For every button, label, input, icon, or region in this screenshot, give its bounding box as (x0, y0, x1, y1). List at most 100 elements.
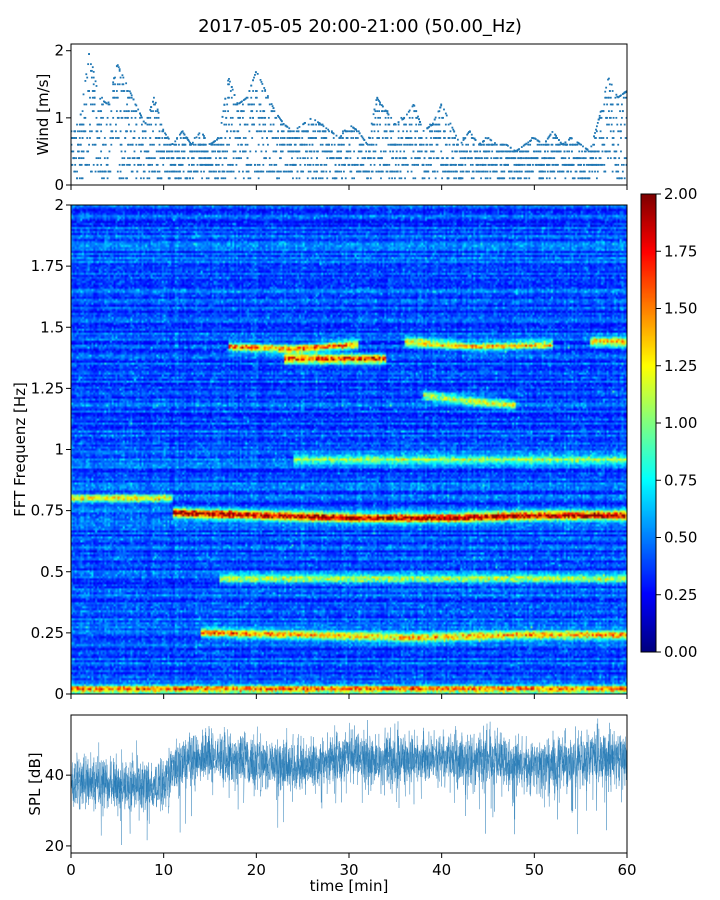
wind-point (606, 137, 608, 139)
wind-y-tick-label: 1 (54, 109, 64, 127)
wind-point (178, 133, 181, 136)
wind-point (125, 177, 128, 180)
wind-point (411, 105, 414, 108)
wind-point (273, 110, 276, 113)
wind-point (599, 110, 602, 113)
wind-point (420, 143, 423, 146)
wind-point (450, 170, 453, 173)
wind-point (528, 170, 531, 173)
wind-point (309, 163, 312, 166)
wind-point (115, 90, 118, 92)
wind-point (135, 110, 138, 113)
wind-point (191, 141, 194, 144)
wind-point (401, 118, 404, 121)
wind-point (618, 95, 621, 98)
wind-point (178, 157, 181, 160)
wind-point (483, 157, 486, 160)
wind-point (341, 137, 343, 139)
wind-point (601, 143, 604, 146)
wind-point (578, 150, 581, 153)
wind-point (402, 130, 405, 133)
wind-point (193, 150, 196, 153)
wind-point (302, 123, 305, 126)
wind-point (414, 130, 417, 133)
wind-point (509, 146, 512, 149)
wind-point (81, 177, 84, 180)
wind-point (91, 90, 94, 92)
wind-point (279, 123, 282, 126)
wind-point (360, 135, 363, 137)
wind-point (406, 163, 408, 166)
wind-point (398, 143, 401, 146)
wind-point (479, 142, 482, 145)
wind-point (507, 157, 510, 160)
wind-point (222, 143, 225, 146)
wind-point (444, 130, 446, 133)
wind-point (302, 170, 305, 173)
wind-point (177, 177, 179, 180)
wind-point (402, 163, 405, 166)
wind-point (390, 170, 393, 173)
wind-point (480, 157, 482, 160)
wind-point (453, 137, 456, 139)
wind-point (278, 170, 280, 173)
wind-point (345, 150, 348, 153)
wind-point (380, 157, 382, 160)
wind-point (123, 157, 126, 160)
wind-point (326, 143, 329, 146)
wind-point (105, 102, 108, 105)
wind-point (317, 130, 319, 133)
wind-point (103, 137, 106, 139)
wind-point (94, 80, 97, 83)
wind-point (556, 150, 558, 153)
wind-point (96, 163, 99, 166)
wind-point (255, 90, 258, 92)
wind-point (583, 157, 585, 160)
wind-point (331, 157, 334, 160)
wind-point (236, 137, 239, 139)
wind-point (517, 163, 520, 166)
wind-point (519, 150, 521, 153)
wind-point (293, 143, 296, 146)
wind-point (551, 170, 554, 173)
wind-point (587, 163, 590, 166)
wind-point (359, 150, 362, 153)
wind-point (507, 157, 509, 160)
wind-point (554, 177, 557, 180)
wind-point (524, 170, 527, 173)
wind-point (334, 163, 337, 166)
wind-point (621, 170, 624, 173)
wind-point (489, 138, 492, 141)
wind-point (129, 92, 132, 95)
wind-point (393, 143, 395, 146)
wind-point (505, 143, 507, 146)
wind-point (392, 150, 394, 153)
wind-point (189, 143, 191, 146)
wind-point (482, 143, 485, 146)
spectrogram-y-tick-label: 0.5 (40, 563, 64, 581)
wind-point (125, 82, 128, 85)
wind-point (571, 163, 574, 166)
wind-point (571, 143, 574, 146)
wind-point (612, 116, 615, 119)
wind-point (281, 130, 284, 133)
wind-point (494, 163, 497, 166)
wind-point (414, 177, 417, 180)
wind-point (102, 100, 105, 103)
wind-point (205, 177, 208, 180)
wind-point (466, 150, 469, 153)
wind-point (576, 141, 579, 144)
wind-point (190, 170, 192, 173)
wind-point (589, 157, 592, 160)
wind-point (115, 123, 117, 126)
wind-point (523, 163, 526, 166)
wind-point (71, 150, 74, 153)
wind-point (380, 177, 382, 180)
spl-y-label: SPL [dB] (26, 752, 44, 815)
wind-point (89, 96, 91, 99)
wind-point (618, 157, 621, 160)
wind-point (404, 163, 406, 166)
wind-point (150, 110, 153, 113)
wind-point (513, 170, 516, 173)
